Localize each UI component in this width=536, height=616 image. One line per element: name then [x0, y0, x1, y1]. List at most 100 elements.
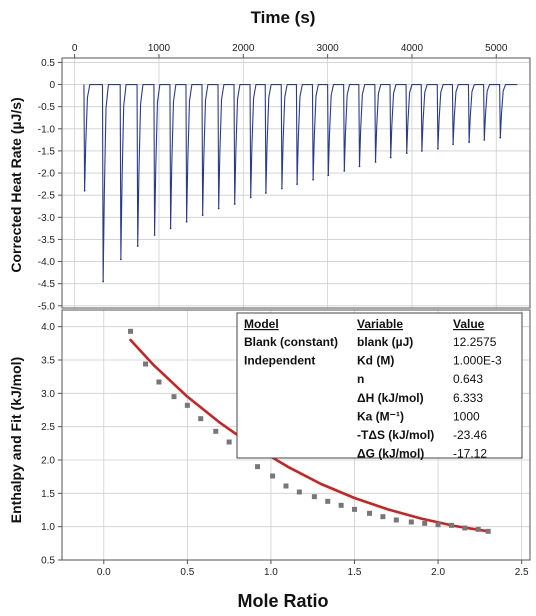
mole-ratio-axis-title: Mole Ratio [237, 591, 328, 611]
injection-peak [389, 156, 392, 159]
top-y-tick-label: 0 [49, 80, 55, 91]
fit-results-cell: 12.2575 [453, 335, 497, 349]
enthalpy-data-point [352, 506, 357, 512]
enthalpy-data-point [393, 517, 399, 523]
top-y-tick-label: -3.5 [38, 235, 56, 246]
injection-peak [217, 207, 220, 210]
enthalpy-data-point [296, 489, 302, 495]
top-y-tick-label: 0.5 [41, 58, 55, 69]
fit-results-cell: -TΔS (kJ/mol) [357, 428, 434, 442]
injection-peak [420, 150, 423, 152]
enthalpy-data-point [448, 522, 454, 528]
enthalpy-data-point [255, 464, 261, 470]
injection-peak [102, 280, 105, 283]
fit-results-table: Model Variable Value Blank (constant) blank … [236, 312, 523, 461]
bottom-y-tick-label: 1.5 [41, 489, 55, 500]
fit-results-cell: -17.12 [453, 447, 487, 461]
injection-peak [327, 174, 330, 177]
injection-peak [499, 136, 502, 139]
enthalpy-data-point [156, 379, 162, 385]
injection-peak [468, 141, 471, 143]
bottom-y-tick-label: 1.0 [41, 522, 55, 533]
enthalpy-data-point [270, 473, 276, 479]
bottom-x-tick-label: 1.5 [348, 567, 362, 578]
fit-results-cell: -23.46 [453, 428, 487, 442]
enthalpy-data-point [226, 439, 232, 445]
bottom-y-tick-label: 3.5 [41, 356, 55, 367]
enthalpy-data-point [184, 402, 190, 408]
injection-peak [343, 169, 346, 172]
injection-peak [374, 161, 377, 163]
bottom-x-tick-label: 2.0 [431, 567, 445, 578]
enthalpy-data-point [213, 428, 219, 434]
enthalpy-data-point [380, 514, 386, 520]
fit-results-header: Value [453, 317, 485, 331]
fit-results-cell: Kd (M) [357, 354, 394, 368]
bottom-y-tick-label: 2.0 [41, 456, 55, 467]
fit-results-header: Variable [357, 317, 403, 331]
top-x-tick-label: 4000 [401, 43, 424, 54]
injection-peak [119, 258, 122, 261]
bottom-y-tick-label: 3.0 [41, 389, 55, 400]
fit-results-box [236, 312, 523, 459]
fit-results-cell: blank (µJ) [357, 335, 413, 349]
bottom-x-tick-label: 1.0 [264, 567, 278, 578]
enthalpy-data-point [325, 498, 331, 504]
fit-results-cell: Independent [244, 354, 315, 368]
injection-peak [452, 143, 454, 146]
injection-peak [83, 189, 86, 192]
injection-peak [185, 220, 188, 223]
top-y-tick-label: -0.5 [38, 102, 56, 113]
injection-peak [264, 192, 267, 194]
top-y-tick-label: -4.0 [38, 257, 56, 268]
bottom-x-tick-label: 0.0 [97, 567, 111, 578]
enthalpy-data-point [462, 525, 468, 531]
enthalpy-data-point [338, 502, 344, 508]
top-x-tick-label: 0 [72, 43, 78, 54]
injection-peak [281, 187, 283, 190]
top-y-tick-label: -1.5 [38, 146, 56, 157]
enthalpy-data-point [422, 520, 428, 526]
fit-results-cell: n [357, 372, 364, 386]
enthalpy-data-point [311, 494, 317, 500]
injection-peak [169, 227, 172, 230]
fit-results-cell: 0.643 [453, 372, 483, 386]
heat-rate-axis-label: Corrected Heat Rate (µJ/s) [8, 97, 24, 272]
injection-peak [136, 245, 139, 247]
thermogram-trace [83, 83, 518, 283]
top-x-tick-label: 5000 [485, 43, 508, 54]
fit-results-cell: ΔH (kJ/mol) [357, 391, 424, 405]
top-y-tick-label: -4.5 [38, 279, 56, 290]
top-x-tick-label: 2000 [232, 43, 255, 54]
top-x-tick-label: 3000 [316, 43, 339, 54]
enthalpy-data-point [367, 510, 373, 516]
top-y-tick-label: -3.0 [38, 213, 56, 224]
enthalpy-data-point [475, 526, 481, 532]
fit-results-cell: ΔG (kJ/mol) [357, 447, 424, 461]
injection-peak [483, 138, 486, 141]
enthalpy-data-point [485, 528, 491, 534]
injection-peak [296, 183, 298, 186]
fit-results-cell: Blank (constant) [244, 335, 338, 349]
time-axis-title: Time (s) [251, 8, 316, 27]
injection-peak [153, 234, 156, 236]
top-y-tick-label: -2.5 [38, 191, 56, 202]
bottom-y-tick-label: 0.5 [41, 556, 55, 567]
enthalpy-data-point [143, 361, 149, 367]
top-y-tick-label: -2.0 [38, 169, 56, 180]
bottom-x-tick-label: 0.5 [180, 567, 194, 578]
top-y-tick-label: -1.0 [38, 124, 56, 135]
enthalpy-data-point [283, 483, 289, 489]
injection-peak [405, 152, 408, 155]
fit-results-cell: 6.333 [453, 391, 483, 405]
enthalpy-data-point [435, 522, 441, 528]
top-y-tick-label: -5.0 [38, 301, 56, 312]
injection-peak [233, 203, 236, 205]
fit-results-cell: Ka (M⁻¹) [357, 409, 404, 423]
injection-peak [437, 147, 439, 150]
enthalpy-data-point [408, 519, 414, 525]
heat-rate-panel: 0 1000 2000 3000 4000 5000 0.5 0 -0.5 -1.0 -1.5 -2.… [38, 43, 531, 312]
injection-peak [358, 165, 361, 168]
enthalpy-data-point [171, 394, 177, 400]
